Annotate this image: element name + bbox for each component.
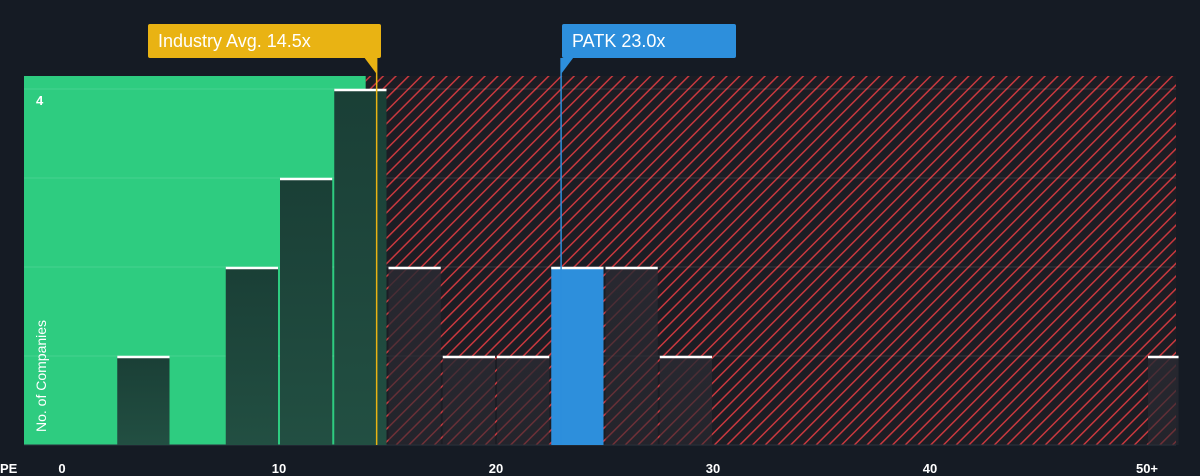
x-tick-label: 50+ <box>1136 461 1158 476</box>
bar <box>497 356 550 445</box>
bar <box>1148 356 1179 445</box>
industry-average-pointer <box>364 58 377 74</box>
markers <box>364 58 574 445</box>
industry-average-label: Industry Avg. 14.5x <box>148 24 381 58</box>
y-axis-label: No. of Companies <box>33 320 49 432</box>
x-tick-label: 10 <box>272 461 286 476</box>
company-pe-label: PATK 23.0x <box>562 24 736 58</box>
bar <box>334 89 387 445</box>
bar <box>605 267 658 445</box>
bar <box>225 267 278 445</box>
bars <box>117 88 1179 445</box>
axes: PE No. of Companies 0 10 20 30 40 50+ 4 <box>0 93 1158 476</box>
bar <box>280 178 333 445</box>
x-tick-label: 40 <box>923 461 937 476</box>
x-tick-label: 30 <box>706 461 720 476</box>
x-tick-label: 0 <box>58 461 65 476</box>
bar-highlight <box>551 267 604 445</box>
y-tick-label: 4 <box>36 93 44 108</box>
x-axis-label: PE <box>0 461 18 476</box>
bar <box>388 267 441 445</box>
bar <box>659 356 712 445</box>
bar <box>442 356 495 445</box>
bar <box>117 356 170 445</box>
x-tick-label: 20 <box>489 461 503 476</box>
company-pointer <box>561 58 574 74</box>
